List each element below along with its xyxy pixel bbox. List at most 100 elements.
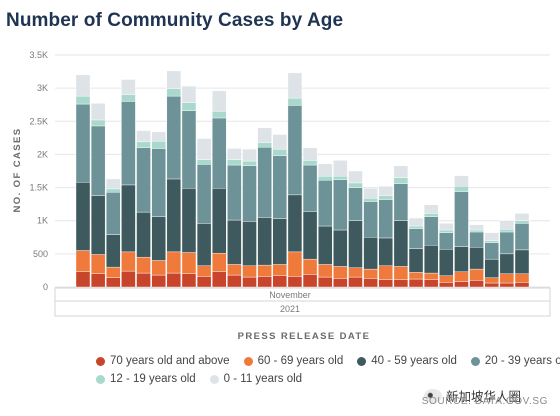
bar-segment[interactable] bbox=[333, 179, 348, 231]
bar-segment[interactable] bbox=[333, 266, 348, 279]
bar-segment[interactable] bbox=[363, 278, 378, 288]
bar-segment[interactable] bbox=[333, 229, 348, 267]
bar-segment[interactable] bbox=[121, 101, 136, 186]
bar-stack[interactable] bbox=[499, 220, 515, 288]
bar-segment[interactable] bbox=[257, 276, 272, 288]
bar-stack[interactable] bbox=[212, 90, 227, 288]
bar-stack[interactable] bbox=[514, 213, 530, 288]
bar-segment[interactable] bbox=[106, 178, 121, 190]
bar-segment[interactable] bbox=[393, 183, 409, 221]
bar-stack[interactable] bbox=[106, 178, 121, 288]
bar-segment[interactable] bbox=[484, 258, 499, 278]
bar-segment[interactable] bbox=[106, 234, 121, 268]
bar-segment[interactable] bbox=[363, 197, 378, 202]
bar-segment[interactable] bbox=[348, 220, 363, 268]
bar-segment[interactable] bbox=[121, 94, 136, 102]
bar-segment[interactable] bbox=[106, 188, 121, 193]
bar-segment[interactable] bbox=[469, 268, 484, 281]
bar-segment[interactable] bbox=[136, 256, 151, 274]
bar-segment[interactable] bbox=[423, 272, 439, 280]
bar-segment[interactable] bbox=[75, 182, 91, 251]
bar-segment[interactable] bbox=[363, 201, 378, 238]
bar-segment[interactable] bbox=[272, 275, 287, 288]
bar-segment[interactable] bbox=[242, 276, 257, 288]
bar-segment[interactable] bbox=[378, 195, 393, 200]
bar-segment[interactable] bbox=[196, 276, 212, 288]
bar-segment[interactable] bbox=[408, 272, 424, 280]
bar-segment[interactable] bbox=[302, 160, 318, 166]
bar-segment[interactable] bbox=[333, 278, 348, 288]
bar-segment[interactable] bbox=[514, 223, 530, 251]
bar-segment[interactable] bbox=[378, 199, 393, 239]
bar-segment[interactable] bbox=[242, 160, 257, 166]
bar-segment[interactable] bbox=[499, 231, 515, 255]
bar-segment[interactable] bbox=[272, 264, 287, 276]
bar-segment[interactable] bbox=[499, 220, 515, 230]
bar-segment[interactable] bbox=[121, 270, 136, 288]
bar-segment[interactable] bbox=[454, 186, 469, 192]
bar-segment[interactable] bbox=[257, 264, 272, 277]
bar-segment[interactable] bbox=[196, 159, 212, 165]
bar-segment[interactable] bbox=[272, 134, 287, 150]
bar-segment[interactable] bbox=[151, 274, 166, 288]
bar-segment[interactable] bbox=[166, 272, 182, 288]
bar-segment[interactable] bbox=[212, 90, 227, 112]
legend-item[interactable]: 0 - 11 years old bbox=[209, 373, 302, 385]
bar-segment[interactable] bbox=[136, 130, 151, 143]
bar-segment[interactable] bbox=[378, 279, 393, 288]
bar-segment[interactable] bbox=[484, 277, 499, 284]
bar-segment[interactable] bbox=[242, 265, 257, 278]
bar-segment[interactable] bbox=[257, 217, 272, 266]
bar-segment[interactable] bbox=[151, 140, 166, 149]
bar-segment[interactable] bbox=[90, 273, 106, 288]
bar-segment[interactable] bbox=[75, 250, 91, 272]
bar-segment[interactable] bbox=[242, 148, 257, 162]
bar-segment[interactable] bbox=[302, 274, 318, 288]
bar-segment[interactable] bbox=[75, 95, 91, 105]
legend-item[interactable]: 70 years old and above bbox=[96, 355, 230, 367]
bar-stack[interactable] bbox=[90, 103, 106, 288]
bar-segment[interactable] bbox=[151, 131, 166, 142]
bar-stack[interactable] bbox=[227, 148, 242, 288]
bar-stack[interactable] bbox=[242, 148, 257, 288]
bar-segment[interactable] bbox=[484, 282, 499, 288]
legend-item[interactable]: 20 - 39 years old bbox=[470, 355, 560, 367]
bar-segment[interactable] bbox=[423, 245, 439, 274]
bar-segment[interactable] bbox=[408, 217, 424, 227]
bar-segment[interactable] bbox=[287, 97, 303, 106]
bar-segment[interactable] bbox=[212, 252, 227, 272]
bar-segment[interactable] bbox=[90, 254, 106, 274]
bar-segment[interactable] bbox=[75, 271, 91, 288]
bar-segment[interactable] bbox=[318, 264, 333, 278]
bar-segment[interactable] bbox=[439, 232, 454, 250]
bar-stack[interactable] bbox=[121, 79, 136, 288]
legend-item[interactable]: 12 - 19 years old bbox=[96, 373, 196, 385]
legend-item[interactable]: 60 - 69 years old bbox=[243, 355, 343, 367]
bar-segment[interactable] bbox=[106, 277, 121, 288]
bar-segment[interactable] bbox=[469, 231, 484, 248]
bar-segment[interactable] bbox=[227, 164, 242, 221]
bar-segment[interactable] bbox=[439, 229, 454, 233]
bar-segment[interactable] bbox=[181, 273, 197, 288]
bar-stack[interactable] bbox=[75, 74, 91, 288]
bar-segment[interactable] bbox=[333, 160, 348, 177]
bar-segment[interactable] bbox=[181, 252, 197, 274]
bar-segment[interactable] bbox=[196, 223, 212, 266]
bar-stack[interactable] bbox=[196, 138, 212, 288]
bar-segment[interactable] bbox=[212, 188, 227, 254]
bar-segment[interactable] bbox=[393, 266, 409, 280]
bar-stack[interactable] bbox=[318, 163, 333, 288]
bar-segment[interactable] bbox=[166, 251, 182, 274]
bar-segment[interactable] bbox=[151, 216, 166, 261]
bar-segment[interactable] bbox=[454, 246, 469, 272]
bar-segment[interactable] bbox=[121, 79, 136, 95]
bar-segment[interactable] bbox=[287, 276, 303, 288]
bar-segment[interactable] bbox=[90, 119, 106, 127]
bar-segment[interactable] bbox=[196, 164, 212, 224]
bar-stack[interactable] bbox=[378, 186, 393, 288]
bar-segment[interactable] bbox=[136, 141, 151, 149]
bar-stack[interactable] bbox=[181, 85, 197, 288]
bar-segment[interactable] bbox=[166, 70, 182, 90]
bar-segment[interactable] bbox=[212, 117, 227, 189]
bar-segment[interactable] bbox=[363, 188, 378, 199]
